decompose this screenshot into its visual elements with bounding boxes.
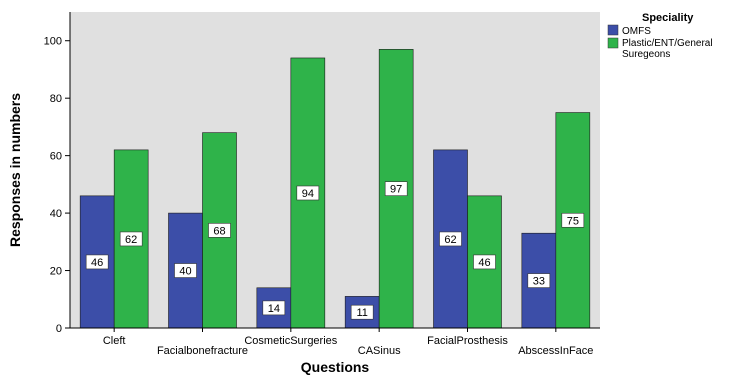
data-label-box — [561, 212, 585, 228]
data-label-box — [439, 231, 462, 247]
x-tick-label: Facialbonefracture — [157, 345, 248, 357]
bars-group — [79, 49, 591, 329]
x-tick-label: Cleft — [103, 335, 126, 347]
legend-label-omfs: OMFS — [622, 26, 651, 37]
legend-label-suregeons: Suregeons — [622, 49, 670, 60]
legend-label-plastic-ent-general: Plastic/ENT/General — [622, 38, 713, 49]
data-label: 46 — [478, 257, 490, 269]
y-tick-label: 0 — [56, 323, 62, 335]
data-labels-group: 46 62 40 68 14 94 11 97 62 46 33 75 — [85, 181, 585, 320]
data-label-box — [384, 181, 408, 196]
x-axis-title: Questions — [301, 359, 370, 375]
legend-swatch-omfs — [607, 24, 619, 36]
x-ticks-group: Cleft FacialbonefractureCosmeticSurgeries… — [103, 328, 593, 357]
data-label: 62 — [444, 234, 456, 246]
data-label: 14 — [268, 303, 280, 315]
data-label: 46 — [91, 257, 103, 269]
data-label-box — [473, 254, 496, 270]
x-tick-label: FacialProsthesis — [427, 335, 508, 347]
x-tick-label: CosmeticSurgeries — [244, 335, 337, 347]
data-label-box — [174, 263, 197, 278]
data-label: 40 — [179, 266, 191, 278]
legend-title: Speciality — [642, 12, 694, 24]
plot-background — [70, 12, 600, 328]
data-label: 68 — [213, 225, 225, 237]
legend: Speciality OMFS Plastic/ENT/General Sure… — [607, 12, 713, 60]
data-label-box — [119, 231, 143, 247]
data-label-box — [208, 223, 231, 238]
x-tick-label: AbscessInFace — [518, 345, 593, 357]
y-tick-label: 60 — [50, 151, 62, 163]
data-label: 62 — [125, 234, 137, 246]
data-label-box — [350, 304, 374, 320]
data-label-box — [85, 254, 109, 270]
data-label: 11 — [356, 307, 367, 319]
legend-swatch-plastic-ent-general — [607, 37, 619, 49]
data-label-box — [262, 300, 286, 316]
y-axis-title: Responses in numbers — [7, 93, 23, 247]
y-tick-label: 80 — [50, 93, 62, 105]
y-tick-label: 40 — [50, 208, 62, 220]
data-label: 75 — [567, 215, 579, 227]
data-label: 33 — [533, 276, 545, 288]
y-ticks-group: 0 20 40 60 80 100 — [44, 36, 70, 335]
data-label: 94 — [302, 188, 314, 200]
data-label: 97 — [390, 184, 402, 196]
y-tick-label: 100 — [44, 36, 62, 48]
y-tick-label: 20 — [50, 266, 62, 278]
data-label-box — [527, 273, 551, 288]
x-tick-label: CASinus — [358, 345, 401, 357]
data-label-box — [296, 185, 320, 201]
